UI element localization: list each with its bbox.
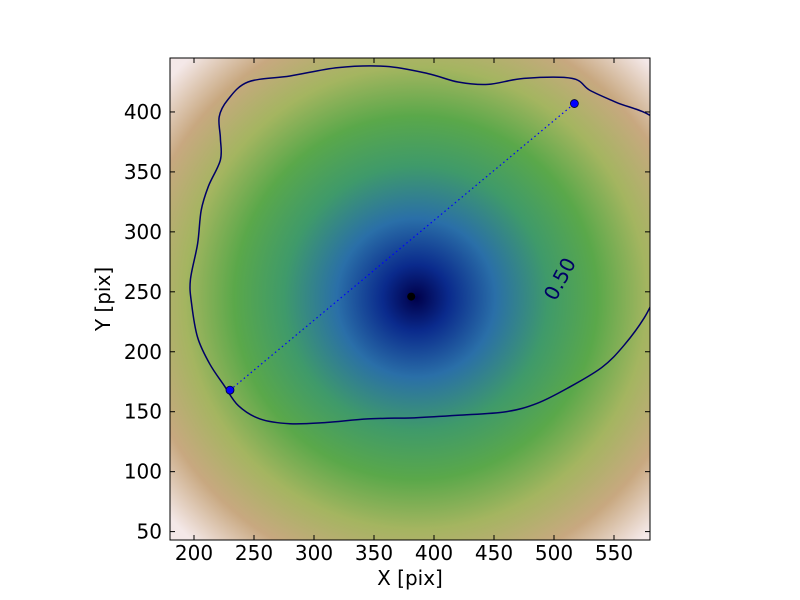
x-tick-label: 200 [175,541,213,565]
y-tick-label: 350 [124,160,162,184]
y-axis: 50 100 150 200 250 300 350 400 [124,100,650,544]
y-tick-label: 300 [124,220,162,244]
x-tick-label: 350 [355,541,393,565]
x-tick-label: 300 [295,541,333,565]
x-tick-label: 500 [535,541,573,565]
line-endpoint-start [225,385,235,395]
points-layer [407,292,416,301]
y-tick-label: 100 [124,460,162,484]
y-tick-label: 200 [124,340,162,364]
y-axis-label: Y [pix] [91,267,115,332]
plot-area: 0.50 [170,58,650,540]
y-tick-label: 400 [124,100,162,124]
x-tick-label: 400 [415,541,453,565]
x-tick-label: 450 [475,541,513,565]
x-tick-label: 250 [235,541,273,565]
y-tick-label: 150 [124,400,162,424]
x-tick-label: 550 [595,541,633,565]
plot-frame [169,57,651,541]
line-layer [225,99,579,395]
contour-line [189,65,650,425]
x-axis-label: X [pix] [377,566,443,590]
center-marker [407,292,416,301]
x-axis: 200 250 300 350 400 450 500 550 [175,58,633,565]
line-endpoint-end [570,99,579,108]
y-tick-label: 50 [137,520,162,544]
y-tick-label: 250 [124,280,162,304]
